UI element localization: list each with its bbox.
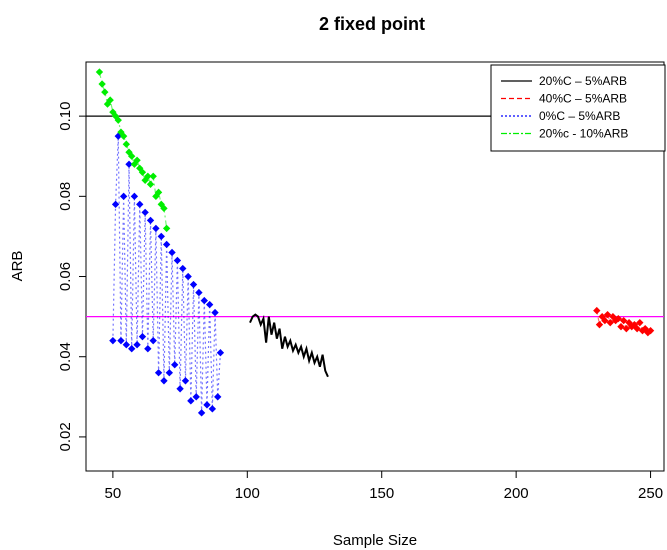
plot-area xyxy=(85,61,665,472)
series-2-point-7 xyxy=(128,345,136,353)
y-tick-label-1: 0.04 xyxy=(57,342,74,371)
y-tick-label-3: 0.08 xyxy=(57,182,74,211)
series-1-point-5 xyxy=(606,318,614,327)
series-2-point-37 xyxy=(208,405,217,413)
x-tick-label-1: 100 xyxy=(235,485,260,502)
series-3-point-9 xyxy=(119,132,128,140)
series-3-point-10 xyxy=(122,140,131,148)
series-2-point-12 xyxy=(141,208,149,217)
series-2-point-9 xyxy=(133,341,141,349)
series-2-point-21 xyxy=(165,369,174,377)
series-2-point-30 xyxy=(189,280,198,289)
series-3-point-20 xyxy=(149,172,157,180)
series-3-line xyxy=(98,71,168,229)
series-layer xyxy=(95,68,655,417)
series-2-point-35 xyxy=(203,401,211,409)
series-2-point-14 xyxy=(146,216,155,225)
series-1-point-3 xyxy=(601,316,609,325)
series-1-point-9 xyxy=(617,322,625,331)
y-tick-label-2: 0.06 xyxy=(57,262,74,291)
y-axis: 0.02 0.04 0.06 0.08 0.10 xyxy=(57,102,86,452)
series-2-point-34 xyxy=(200,296,208,305)
series-2-point-38 xyxy=(211,308,219,317)
series-1-point-0 xyxy=(593,306,601,315)
series-2-point-0 xyxy=(109,337,117,345)
series-2-point-16 xyxy=(152,224,160,233)
series-3-point-18 xyxy=(144,172,152,180)
series-1-point-8 xyxy=(614,314,622,323)
series-1 xyxy=(593,306,655,337)
series-2-point-36 xyxy=(205,300,214,309)
series-3-point-4 xyxy=(106,96,114,104)
series-2-point-5 xyxy=(122,341,131,349)
series-2-point-40 xyxy=(216,349,225,357)
legend-label-1: 40%C – 5%ARB xyxy=(539,92,627,106)
series-2-point-31 xyxy=(192,393,200,401)
y-tick-label-4: 0.10 xyxy=(57,102,74,131)
series-2-point-1 xyxy=(111,200,120,209)
series-2-point-23 xyxy=(171,361,179,369)
x-tick-label-4: 250 xyxy=(638,485,663,502)
series-2-point-15 xyxy=(149,337,157,345)
x-axis-label: Sample Size xyxy=(333,532,417,549)
series-2-point-13 xyxy=(144,345,152,353)
series-3-point-0 xyxy=(95,68,104,76)
series-1-point-1 xyxy=(595,320,604,329)
series-2-point-39 xyxy=(214,393,222,401)
series-2-point-24 xyxy=(173,256,182,265)
legend-box xyxy=(490,64,666,152)
x-tick-label-0: 50 xyxy=(105,485,122,502)
legend-label-2: 0%C – 5%ARB xyxy=(539,109,620,123)
series-3-point-7 xyxy=(114,116,122,124)
series-1-point-4 xyxy=(603,310,612,319)
series-1-point-15 xyxy=(633,324,641,333)
series-1-point-20 xyxy=(646,326,655,335)
series-2-line xyxy=(112,136,222,413)
series-1-point-10 xyxy=(619,316,628,325)
series-2-point-17 xyxy=(154,369,163,377)
series-2-point-18 xyxy=(157,232,165,241)
x-axis: 50 100 150 200 250 xyxy=(105,471,663,502)
series-2-point-4 xyxy=(119,192,128,201)
legend: 20%C – 5%ARB 40%C – 5%ARB 0%C – 5%ARB 20%c … xyxy=(490,64,666,152)
series-3 xyxy=(95,68,171,233)
series-2-point-22 xyxy=(168,248,176,257)
series-2-point-32 xyxy=(195,288,203,297)
series-2-point-11 xyxy=(138,332,147,341)
series-2-point-28 xyxy=(184,272,192,281)
series-2-point-33 xyxy=(197,409,206,417)
series-2-point-19 xyxy=(160,377,168,385)
series-2-point-26 xyxy=(179,264,187,273)
series-2-point-3 xyxy=(117,337,125,345)
series-3-point-19 xyxy=(146,180,155,188)
x-tick-label-2: 150 xyxy=(369,485,394,502)
series-3-point-1 xyxy=(98,80,106,88)
series-2-point-27 xyxy=(181,377,190,385)
series-3-point-12 xyxy=(128,152,136,160)
series-2-point-29 xyxy=(187,397,195,405)
series-2 xyxy=(109,132,225,417)
y-axis-label: ARB xyxy=(9,251,26,282)
series-2-point-20 xyxy=(162,240,171,249)
series-3-point-2 xyxy=(101,88,109,96)
series-1-point-16 xyxy=(636,318,644,327)
series-2-point-8 xyxy=(130,192,139,201)
y-tick-label-0: 0.02 xyxy=(57,422,74,451)
series-0-line xyxy=(249,313,329,378)
series-0 xyxy=(249,313,329,378)
series-2-point-10 xyxy=(136,200,144,209)
series-3-point-25 xyxy=(162,224,171,233)
chart-title: 2 fixed point xyxy=(319,14,425,34)
x-tick-label-3: 200 xyxy=(504,485,529,502)
legend-label-0: 20%C – 5%ARB xyxy=(539,74,627,88)
legend-label-3: 20%c - 10%ARB xyxy=(539,127,628,141)
series-1-point-11 xyxy=(622,324,631,333)
series-2-point-25 xyxy=(176,385,184,393)
